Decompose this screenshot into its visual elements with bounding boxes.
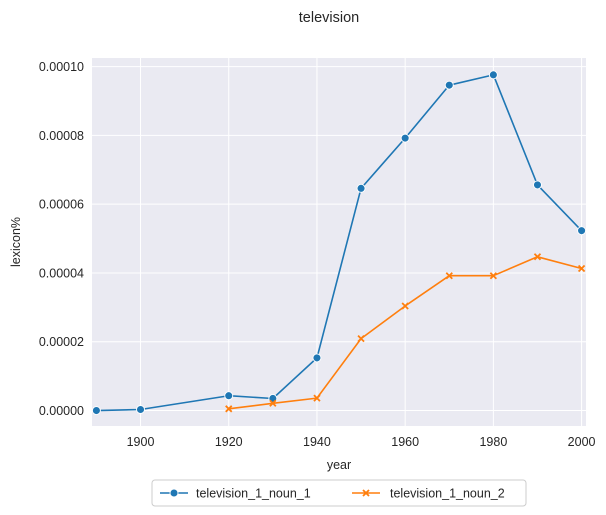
x-tick-label: 2000 (568, 435, 596, 449)
y-axis-label: lexicon% (9, 217, 23, 267)
x-tick-label: 1900 (127, 435, 155, 449)
data-point (488, 70, 498, 80)
series-television_1_noun_1 (91, 70, 587, 415)
y-tick-label: 0.00006 (39, 198, 84, 212)
x-tick-label: 1920 (215, 435, 243, 449)
y-tick-label: 0.00008 (39, 129, 84, 143)
series-layer (91, 70, 587, 415)
data-point (489, 272, 498, 280)
data-point (577, 226, 587, 236)
data-point (444, 80, 454, 90)
data-point (533, 253, 542, 261)
series-television_1_noun_2 (225, 253, 586, 413)
data-point (312, 353, 322, 363)
data-point (269, 399, 277, 407)
data-point (224, 391, 234, 401)
data-point (577, 264, 586, 273)
data-point (445, 272, 453, 280)
data-point (356, 183, 366, 193)
legend: television_1_noun_1 television_1_noun_2 (151, 479, 527, 507)
x-tick-label: 1960 (391, 435, 419, 449)
x-axis-label: year (327, 458, 351, 472)
legend-marker (169, 488, 179, 498)
data-point (401, 302, 409, 310)
legend-label: television_1_noun_2 (390, 487, 505, 501)
tick-labels: 1900 1920 1940 1960 1980 2000 0.00000 0.00002 0.… (39, 60, 596, 449)
data-point (357, 335, 365, 343)
data-point (225, 405, 233, 413)
data-point (533, 180, 542, 190)
y-tick-label: 0.00002 (39, 335, 84, 349)
data-point (313, 394, 321, 402)
legend-box (151, 479, 527, 507)
y-tick-label: 0.00000 (39, 404, 84, 418)
data-point (400, 133, 410, 143)
chart-title: television (299, 10, 359, 26)
legend-item: television_1_noun_1 (160, 487, 311, 501)
data-point (91, 406, 101, 415)
x-tick-label: 1980 (479, 435, 507, 449)
data-point (136, 405, 145, 414)
legend-label: television_1_noun_1 (196, 487, 311, 501)
x-tick-label: 1940 (303, 435, 331, 449)
plot-area (92, 58, 586, 426)
legend-marker (362, 489, 370, 497)
legend-item: television_1_noun_2 (352, 487, 505, 501)
y-tick-label: 0.00004 (39, 266, 84, 280)
y-tick-label: 0.00010 (39, 60, 84, 74)
